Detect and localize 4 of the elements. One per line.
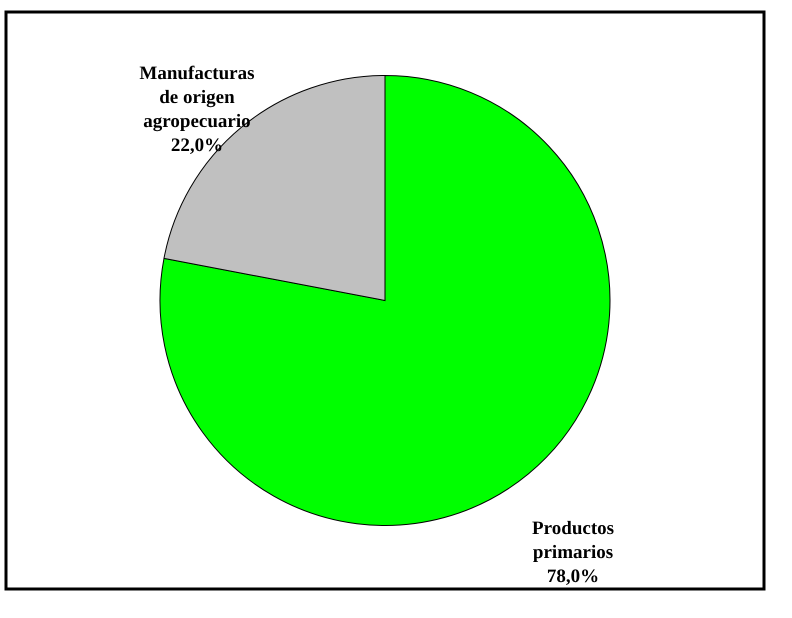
slice-label: Productos primarios bbox=[532, 518, 614, 563]
slice-label: Manufacturas de origen agropecuario bbox=[139, 63, 254, 132]
data-label: 78,0% bbox=[546, 566, 600, 587]
data-label: 22,0% bbox=[170, 135, 224, 156]
